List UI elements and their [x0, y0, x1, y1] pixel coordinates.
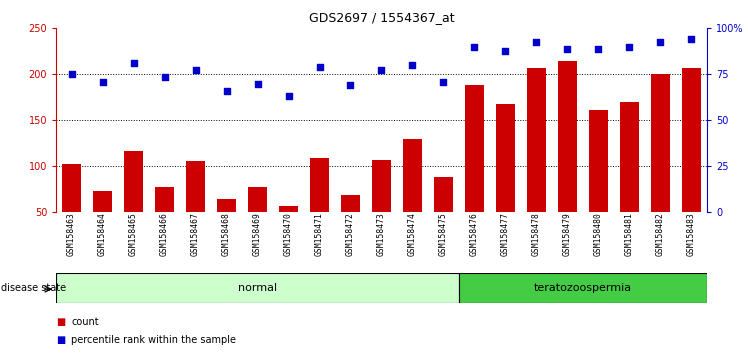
Text: percentile rank within the sample: percentile rank within the sample	[71, 335, 236, 345]
Text: GSM158476: GSM158476	[470, 212, 479, 256]
Point	[406, 62, 418, 68]
Text: teratozoospermia: teratozoospermia	[534, 282, 632, 293]
Point	[66, 72, 78, 77]
Point	[96, 79, 108, 85]
Point	[592, 46, 604, 51]
Bar	[459, 273, 707, 303]
Bar	[94, 191, 112, 258]
Text: ■: ■	[56, 317, 65, 327]
Bar	[248, 187, 267, 258]
Text: disease state: disease state	[1, 282, 66, 293]
Text: GSM158471: GSM158471	[315, 212, 324, 256]
Point	[313, 64, 325, 70]
Text: GSM158470: GSM158470	[284, 212, 293, 256]
Text: GSM158474: GSM158474	[408, 212, 417, 256]
Bar	[558, 61, 577, 258]
Bar	[403, 139, 422, 258]
Text: GSM158467: GSM158467	[191, 212, 200, 256]
Point	[345, 82, 357, 88]
Point	[500, 48, 512, 54]
Text: GSM158480: GSM158480	[594, 212, 603, 256]
Text: count: count	[71, 317, 99, 327]
Bar	[465, 85, 484, 258]
Bar	[589, 110, 607, 258]
Bar	[341, 195, 360, 258]
Bar	[279, 206, 298, 258]
Text: GSM158464: GSM158464	[98, 212, 107, 256]
Bar	[651, 74, 669, 258]
Bar	[310, 158, 329, 258]
Text: GSM158472: GSM158472	[346, 212, 355, 256]
Text: GDS2697 / 1554367_at: GDS2697 / 1554367_at	[309, 11, 454, 24]
Point	[251, 82, 263, 87]
Point	[654, 39, 666, 45]
Bar	[373, 160, 390, 258]
Point	[189, 67, 201, 73]
Point	[468, 44, 480, 50]
Bar	[156, 187, 174, 258]
Text: GSM158466: GSM158466	[160, 212, 169, 256]
Bar	[496, 104, 515, 258]
Point	[375, 67, 387, 73]
Text: GSM158465: GSM158465	[129, 212, 138, 256]
Point	[159, 74, 171, 80]
Bar	[217, 199, 236, 258]
Bar	[682, 68, 701, 258]
Text: GSM158473: GSM158473	[377, 212, 386, 256]
Text: GSM158463: GSM158463	[67, 212, 76, 256]
Bar	[434, 177, 453, 258]
Text: GSM158482: GSM158482	[656, 212, 665, 256]
Text: GSM158478: GSM158478	[532, 212, 541, 256]
Text: GSM158475: GSM158475	[439, 212, 448, 256]
Point	[221, 88, 233, 94]
Point	[530, 39, 542, 45]
Text: GSM158468: GSM158468	[222, 212, 231, 256]
Bar	[186, 161, 205, 258]
Bar	[620, 102, 639, 258]
Bar	[527, 68, 546, 258]
Text: normal: normal	[238, 282, 277, 293]
Bar	[124, 151, 143, 258]
Point	[283, 93, 295, 98]
Bar	[56, 273, 459, 303]
Point	[562, 46, 574, 51]
Text: GSM158479: GSM158479	[563, 212, 572, 256]
Point	[685, 36, 697, 42]
Text: GSM158477: GSM158477	[501, 212, 510, 256]
Text: ■: ■	[56, 335, 65, 345]
Point	[128, 61, 140, 66]
Text: GSM158481: GSM158481	[625, 212, 634, 256]
Text: GSM158469: GSM158469	[253, 212, 262, 256]
Point	[438, 79, 450, 85]
Text: GSM158483: GSM158483	[687, 212, 696, 256]
Bar	[62, 164, 81, 258]
Point	[623, 44, 635, 50]
